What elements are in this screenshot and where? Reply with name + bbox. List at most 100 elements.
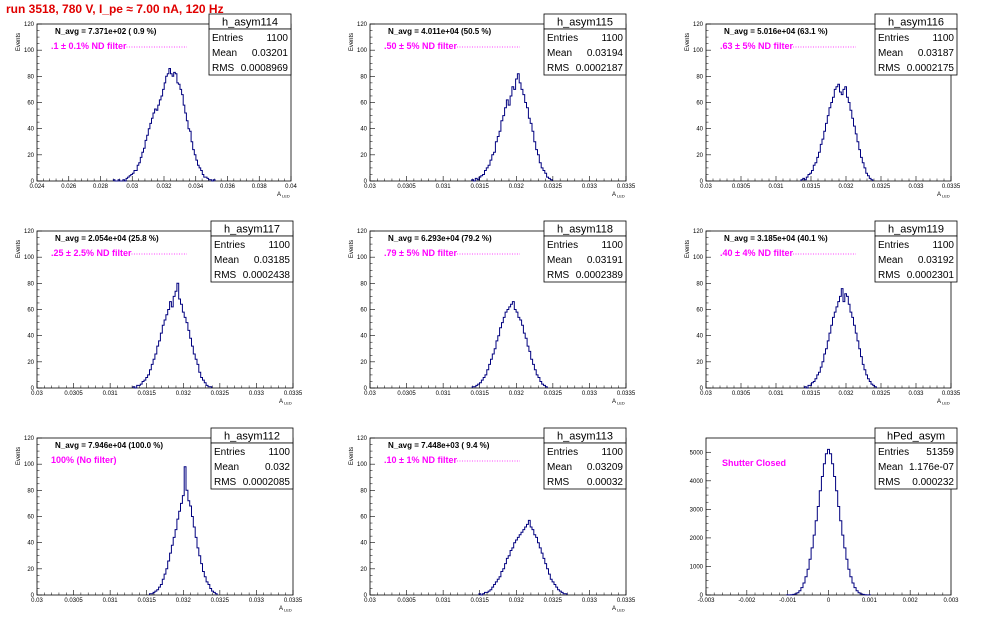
navg-label: N_avg = 6.293e+04 (79.2 %) xyxy=(388,234,492,243)
x-tick-label: 0.038 xyxy=(252,184,268,190)
y-tick-label: 0 xyxy=(31,593,35,599)
stats-key: Mean xyxy=(547,255,572,266)
x-tick-label: 0.032 xyxy=(176,598,192,604)
x-tick-label: 0.031 xyxy=(436,391,452,397)
histogram-series xyxy=(800,83,874,181)
y-tick-label: 80 xyxy=(27,281,34,287)
y-tick-label: 80 xyxy=(360,281,367,287)
y-axis-label: Events xyxy=(349,240,355,258)
y-tick-label: 80 xyxy=(696,281,703,287)
histogram-series xyxy=(804,288,877,389)
y-axis-label: Events xyxy=(685,240,691,258)
x-tick-label: 0.031 xyxy=(768,391,784,397)
y-tick-label: 20 xyxy=(696,153,703,159)
y-tick-label: 40 xyxy=(360,127,367,133)
stats-mean: 0.03201 xyxy=(252,48,289,59)
filter-label: .25 ± 2.5% ND filter xyxy=(51,248,132,258)
x-tick-label: 0.002 xyxy=(903,598,919,604)
y-tick-label: 0 xyxy=(31,179,35,185)
stats-key: RMS xyxy=(547,270,570,281)
x-tick-label: 0.034 xyxy=(188,184,204,190)
x-tick-label: 0.03 xyxy=(31,598,43,604)
stats-rms: 0.000232 xyxy=(912,477,954,488)
stats-key: RMS xyxy=(212,63,235,74)
stats-key: Mean xyxy=(212,48,237,59)
x-tick-label: 0.0335 xyxy=(942,184,961,190)
x-tick-label: 0.0325 xyxy=(544,598,563,604)
x-tick-label: 0.031 xyxy=(768,184,784,190)
y-tick-label: 20 xyxy=(360,153,367,159)
panel-h_asym119: 0.03 0.0305 0.031 0.0315 0.032 0.0325 0.033 0.0… xyxy=(685,220,961,406)
y-tick-label: 40 xyxy=(27,541,34,547)
y-tick-label: 80 xyxy=(27,488,34,494)
x-tick-label: 0.024 xyxy=(29,184,45,190)
y-tick-label: 0 xyxy=(700,179,704,185)
panel-h_asym113: 0.03 0.0305 0.031 0.0315 0.032 0.0325 0.033 0.0… xyxy=(349,427,636,613)
x-tick-label: 0.0325 xyxy=(211,598,230,604)
x-axis-label: ALED xyxy=(937,399,950,406)
stats-body xyxy=(874,28,958,76)
x-tick-label: 0.032 xyxy=(176,391,192,397)
stats-key: Mean xyxy=(878,48,903,59)
x-tick-label: 0.0315 xyxy=(138,391,157,397)
histogram-name: h_asym116 xyxy=(888,17,944,29)
x-tick-label: 0.0305 xyxy=(397,391,416,397)
x-tick-label: 0.0305 xyxy=(732,184,751,190)
y-axis-label: Events xyxy=(349,447,355,465)
x-tick-label: 0.032 xyxy=(838,391,854,397)
x-tick-label: 0.0325 xyxy=(211,391,230,397)
y-tick-label: 100 xyxy=(24,462,35,468)
stats-body xyxy=(210,442,294,490)
histogram-name: h_asym115 xyxy=(557,17,613,29)
x-tick-label: 0.03 xyxy=(364,391,376,397)
x-tick-label: 0.031 xyxy=(436,184,452,190)
stats-rms: 0.0002301 xyxy=(907,270,955,281)
panel-h_asym118: 0.03 0.0305 0.031 0.0315 0.032 0.0325 0.033 0.0… xyxy=(349,220,636,406)
x-tick-label: 0.032 xyxy=(509,391,525,397)
stats-key: Entries xyxy=(878,240,909,251)
stats-mean: 0.032 xyxy=(265,462,290,473)
panel-h_asym117: 0.03 0.0305 0.031 0.0315 0.032 0.0325 0.033 0.0… xyxy=(16,220,303,406)
run-title: run 3518, 780 V, I_pe ≈ 7.00 nA, 120 Hz xyxy=(6,2,224,16)
stats-entries: 1100 xyxy=(268,240,290,251)
x-tick-label: 0.001 xyxy=(862,598,878,604)
stats-key: Mean xyxy=(547,48,572,59)
x-tick-label: 0.032 xyxy=(156,184,172,190)
x-tick-label: 0.033 xyxy=(582,598,598,604)
y-tick-label: 20 xyxy=(27,360,34,366)
x-tick-label: 0.0325 xyxy=(872,184,891,190)
y-tick-label: 60 xyxy=(360,308,367,314)
y-axis-label: Events xyxy=(349,33,355,51)
x-tick-label: 0.0315 xyxy=(802,184,821,190)
stats-key: Entries xyxy=(212,33,243,44)
x-tick-label: 0.032 xyxy=(509,598,525,604)
stats-entries: 1100 xyxy=(266,33,288,44)
navg-label: N_avg = 7.371e+02 ( 0.9 %) xyxy=(55,27,157,36)
stats-key: Entries xyxy=(547,33,578,44)
stats-box: hPed_asym Entries 51359 Mean 1.176e-07 RMS 0.0… xyxy=(874,427,958,490)
y-tick-label: 60 xyxy=(27,515,34,521)
histogram-series xyxy=(478,519,568,596)
x-axis-label: ALED xyxy=(612,399,625,406)
y-tick-label: 20 xyxy=(696,360,703,366)
y-tick-label: 60 xyxy=(27,308,34,314)
x-tick-label: 0.03 xyxy=(364,184,376,190)
x-tick-label: 0.033 xyxy=(249,598,265,604)
histogram-name: h_asym113 xyxy=(557,431,613,443)
x-tick-label: 0.003 xyxy=(943,598,959,604)
y-tick-label: 80 xyxy=(27,74,34,80)
x-tick-label: 0.0335 xyxy=(942,391,961,397)
panel-hPed_asym: -0.003 -0.002 -0.001 0 0.001 0.002 0.003 0 1000 2… xyxy=(690,427,959,604)
filter-label: .1 ± 0.1% ND filter xyxy=(51,41,127,51)
y-tick-label: 20 xyxy=(27,153,34,159)
filter-label: .40 ± 4% ND filter xyxy=(720,248,793,258)
stats-entries: 1100 xyxy=(601,33,623,44)
stats-box: h_asym115 Entries 1100 Mean 0.03194 RMS 0.0002… xyxy=(543,13,627,76)
histogram-series xyxy=(471,301,548,388)
stats-rms: 0.0002389 xyxy=(576,270,624,281)
x-tick-label: 0.0315 xyxy=(471,184,490,190)
x-axis-label: ALED xyxy=(612,606,625,613)
x-axis-label: ALED xyxy=(279,606,292,613)
filter-label: .63 ± 5% ND filter xyxy=(720,41,793,51)
